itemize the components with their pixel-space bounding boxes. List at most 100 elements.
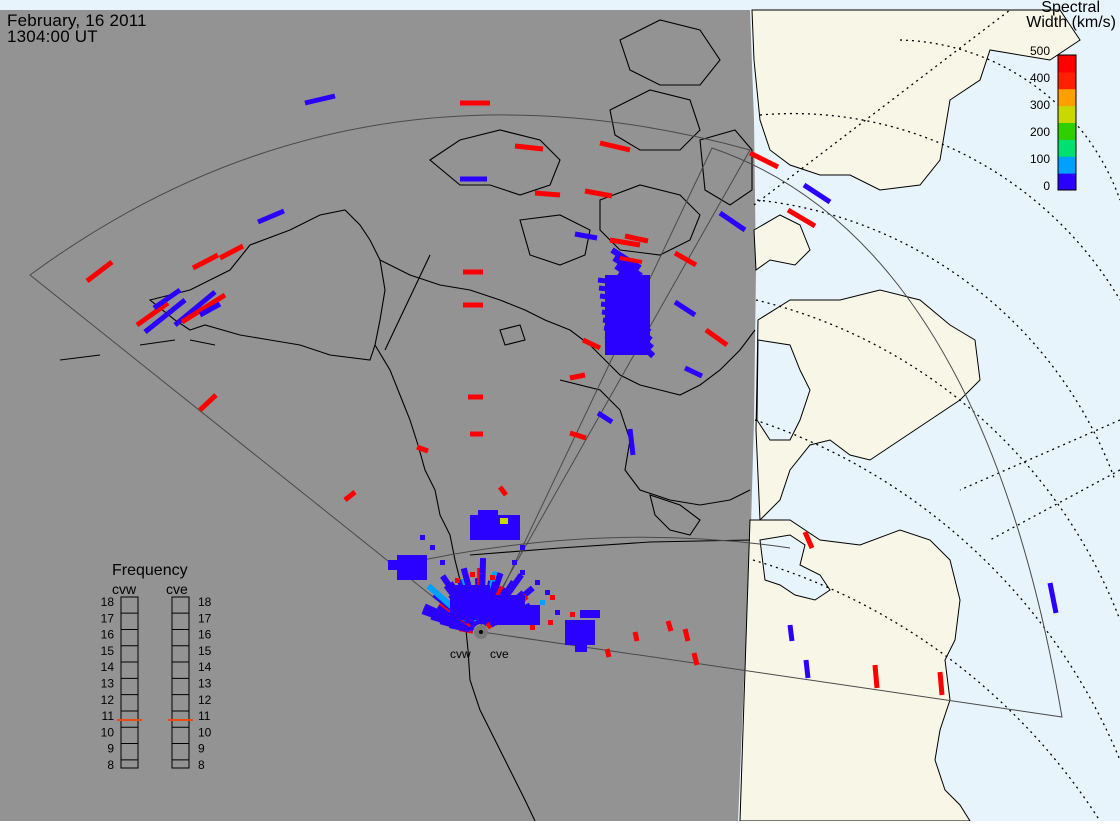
quebec-labrador-land <box>755 289 981 522</box>
colorbar-segment <box>1058 55 1076 73</box>
greenland-land <box>751 9 1081 191</box>
frequency-scale-label-right: 17 <box>198 611 212 625</box>
frequency-scale-label-right: 10 <box>198 725 212 739</box>
echo-cell <box>397 555 427 580</box>
colorbar-tick-label: 400 <box>1030 71 1050 85</box>
frequency-scale-label-left: 13 <box>101 677 115 691</box>
echo-segment <box>574 231 598 241</box>
echo-segment <box>787 624 795 642</box>
colorbar-tick-label: 0 <box>1043 179 1050 193</box>
echo-cell <box>478 510 498 518</box>
colorbar-segment <box>1058 122 1076 140</box>
frequency-scale-label-left: 15 <box>101 644 115 658</box>
echo-segment <box>786 207 817 229</box>
frequency-scale-label-right: 14 <box>198 660 212 674</box>
alaska-coast <box>148 209 386 361</box>
echo-segment <box>803 659 811 679</box>
echo-segment <box>218 243 245 261</box>
echo-cell <box>500 518 508 524</box>
echo-segment <box>627 428 636 456</box>
echo-cell <box>580 610 600 618</box>
colorbar-segment <box>1058 139 1076 157</box>
frequency-scale-label-left: 9 <box>107 742 114 756</box>
echo-segment <box>191 252 220 271</box>
echo-cell <box>440 560 445 565</box>
echo-segment <box>198 301 222 318</box>
site-label-cvw: cvw <box>450 647 471 661</box>
coastlines <box>59 19 756 822</box>
frequency-scale-label-right: 8 <box>198 758 205 772</box>
echo-cell <box>470 572 475 577</box>
us-west-coast <box>464 619 536 822</box>
echo-segment <box>691 652 700 666</box>
echo-segment <box>609 237 641 248</box>
frequency-scale-label-right: 15 <box>198 644 212 658</box>
colorbar-frame <box>1057 54 1077 191</box>
hudson-bay-west <box>559 379 751 506</box>
echo-segment <box>748 150 780 170</box>
colorbar-tick-label: 100 <box>1030 152 1050 166</box>
echo-segment <box>416 444 429 454</box>
date-label: February, 16 2011 <box>7 11 147 30</box>
radar-sites: cvw cve <box>450 625 509 661</box>
echo-cell <box>515 605 540 625</box>
echo-segment <box>683 365 704 379</box>
radar-echoes <box>85 93 1059 696</box>
echo-segment <box>718 210 747 233</box>
frequency-scale-label-right: 11 <box>198 709 211 723</box>
alaska-canada-border <box>384 254 431 351</box>
echo-cell <box>575 640 587 652</box>
echo-cell <box>605 275 650 355</box>
echo-segment <box>143 298 187 334</box>
colorbar-title-line1: Spectral <box>1041 0 1100 16</box>
echo-segment <box>584 188 613 199</box>
aleutians <box>59 339 216 361</box>
echo-cell <box>530 625 535 630</box>
colorbar-segment <box>1058 156 1076 174</box>
cve-fov-outline <box>481 147 1063 718</box>
canada-us-border <box>469 539 751 556</box>
echo-segment <box>872 664 880 689</box>
echo-segment <box>604 648 612 658</box>
echo-cell <box>520 570 525 575</box>
frequency-title: Frequency <box>112 562 188 579</box>
echo-cell <box>555 610 560 615</box>
frequency-scale-label-right: 16 <box>198 628 212 642</box>
colorbar-segment <box>1058 105 1076 123</box>
site-label-cve: cve <box>490 647 509 661</box>
frequency-scale-label-right: 13 <box>198 677 212 691</box>
frequency-label-cve: cve <box>166 581 188 597</box>
echo-segment <box>304 93 336 106</box>
cvw-fov-outline <box>29 114 751 633</box>
hudson-bay-east <box>756 339 811 441</box>
time-label: 1304:00 UT <box>7 27 98 46</box>
echo-cell <box>512 560 517 565</box>
echo-segment <box>581 337 602 351</box>
echo-cell <box>570 612 575 617</box>
frequency-scale-label-left: 12 <box>101 693 115 707</box>
baffin-land <box>753 214 811 271</box>
echo-segment <box>534 190 561 198</box>
arctic-coast <box>379 259 756 396</box>
frequency-scale-label-left: 10 <box>101 725 115 739</box>
echo-segment <box>632 631 640 642</box>
echo-segment <box>624 233 649 244</box>
frequency-scale-label-right: 9 <box>198 742 205 756</box>
echo-segment <box>135 300 170 328</box>
echo-cell <box>548 620 553 625</box>
echo-segment <box>1047 582 1059 614</box>
great-lakes-west <box>649 494 701 536</box>
echo-segment <box>343 490 357 502</box>
echo-segment <box>514 143 544 152</box>
echo-segment <box>180 292 227 325</box>
frequency-box-cvw <box>120 596 139 769</box>
echo-cell <box>450 585 490 620</box>
echo-segment <box>596 410 614 425</box>
echo-segment <box>569 372 586 381</box>
echo-segment <box>612 255 643 279</box>
echo-segment <box>619 256 643 264</box>
echo-cell <box>535 580 540 585</box>
